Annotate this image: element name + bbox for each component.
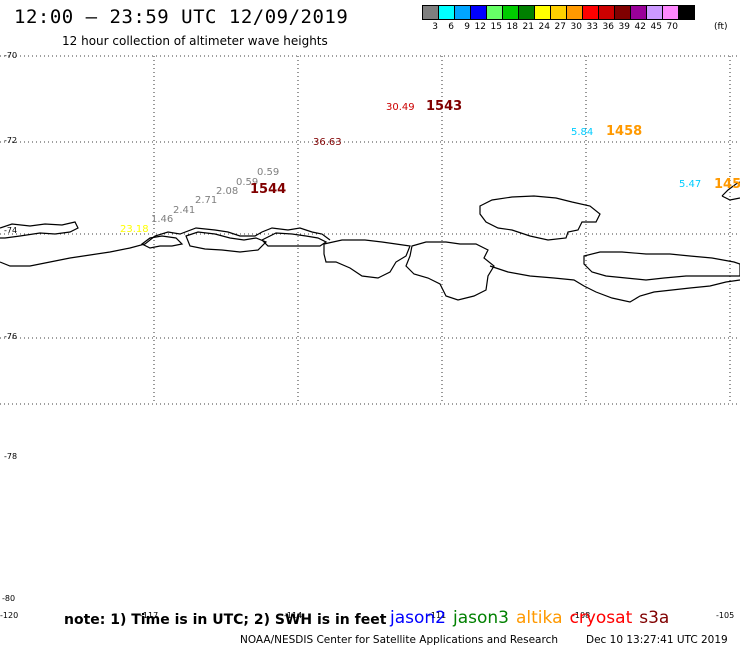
satellite-legend-item: jason3 <box>453 608 509 628</box>
latitude-label: -70 <box>4 51 17 60</box>
coastline-outline <box>583 251 740 281</box>
color-scale-label: 15 <box>490 22 502 32</box>
color-scale-label: 12 <box>474 22 486 32</box>
coastline-outline <box>721 181 740 201</box>
observation-time-label: 145 <box>714 177 740 192</box>
wave-height-label: 2.71 <box>195 195 217 206</box>
color-scale-label: 24 <box>538 22 550 32</box>
coastline-outline <box>479 195 601 241</box>
latitude-label: -80 <box>2 594 15 603</box>
color-scale-label: 70 <box>666 22 678 32</box>
color-scale-label: 9 <box>464 22 470 32</box>
page-title: 12:00 – 23:59 UTC 12/09/2019 <box>14 6 349 28</box>
longitude-label: -108 <box>572 611 590 620</box>
wave-height-label: 1.46 <box>151 214 173 225</box>
color-scale-legend <box>422 5 695 20</box>
satellite-legend: jason2 jason3 altika cryosat s3a <box>390 608 676 628</box>
color-scale-label: 45 <box>650 22 662 32</box>
longitude-label: -111 <box>428 611 446 620</box>
color-scale-swatch <box>678 5 695 20</box>
footer-note: note: 1) Time is in UTC; 2) SWH is in fe… <box>64 612 387 628</box>
wave-height-label: 30.49 <box>386 102 415 113</box>
observation-time-label: 1543 <box>426 99 462 114</box>
color-scale-label: 18 <box>506 22 518 32</box>
color-scale-label: 39 <box>618 22 630 32</box>
color-scale-label: 6 <box>448 22 454 32</box>
color-scale-label: 27 <box>554 22 566 32</box>
satellite-legend-item: s3a <box>639 608 670 628</box>
wave-height-label: 0.59 <box>236 177 258 188</box>
wave-height-label: 5.47 <box>679 179 701 190</box>
latitude-label: -72 <box>4 136 17 145</box>
graticule: -70 -72 -74 -76 -78 -80 -120 -117 -114 -111 -108 -1… <box>0 51 740 620</box>
color-scale-label: 42 <box>634 22 646 32</box>
satellite-legend-item: cryosat <box>569 608 633 628</box>
coastline-outline <box>405 241 495 301</box>
color-scale-label: 33 <box>586 22 598 32</box>
wave-height-label: 23.18 <box>120 224 149 235</box>
satellite-legend-item: altika <box>516 608 563 628</box>
observation-time-label: 1458 <box>606 124 642 139</box>
longitude-label: -117 <box>140 611 158 620</box>
credit-text: NOAA/NESDIS Center for Satellite Applica… <box>240 634 558 646</box>
longitude-label: -114 <box>284 611 302 620</box>
color-scale-label: 30 <box>570 22 582 32</box>
color-scale-label: 3 <box>432 22 438 32</box>
footer-credit: NOAA/NESDIS Center for Satellite Applica… <box>240 634 728 646</box>
color-scale-label: 21 <box>522 22 534 32</box>
satellite-legend-item: jason2 <box>390 608 446 628</box>
color-scale-labels: 3 6 9 12 15 18 21 24 27 30 33 36 39 42 45 70 <box>422 22 694 32</box>
page-subtitle: 12 hour collection of altimeter wave hei… <box>62 34 328 48</box>
coastline-outline <box>0 221 79 239</box>
coastline-outline <box>489 265 740 303</box>
color-scale-label: 36 <box>602 22 614 32</box>
coastline-outline <box>140 235 184 249</box>
wave-height-label: 2.08 <box>216 186 238 197</box>
latitude-label: -76 <box>4 332 17 341</box>
longitude-label: -105 <box>716 611 734 620</box>
coastline-outline <box>323 239 411 279</box>
longitude-label: -120 <box>0 611 18 620</box>
latitude-label: -78 <box>4 452 17 461</box>
color-scale-unit: (ft) <box>714 22 728 32</box>
wave-height-label: 5.84 <box>571 127 593 138</box>
observation-time-label: 1544 <box>250 182 286 197</box>
wave-height-label: 0.59 <box>257 167 279 178</box>
timestamp: Dec 10 13:27:41 UTC 2019 <box>586 634 728 646</box>
latitude-label: -74 <box>4 226 17 235</box>
wave-height-label: 36.63 <box>313 137 342 148</box>
wave-height-label: 2.41 <box>173 205 195 216</box>
coastline <box>0 181 740 303</box>
coastline-outline <box>185 231 268 253</box>
coastline-outline <box>0 227 331 267</box>
coastline-outline <box>260 232 328 247</box>
